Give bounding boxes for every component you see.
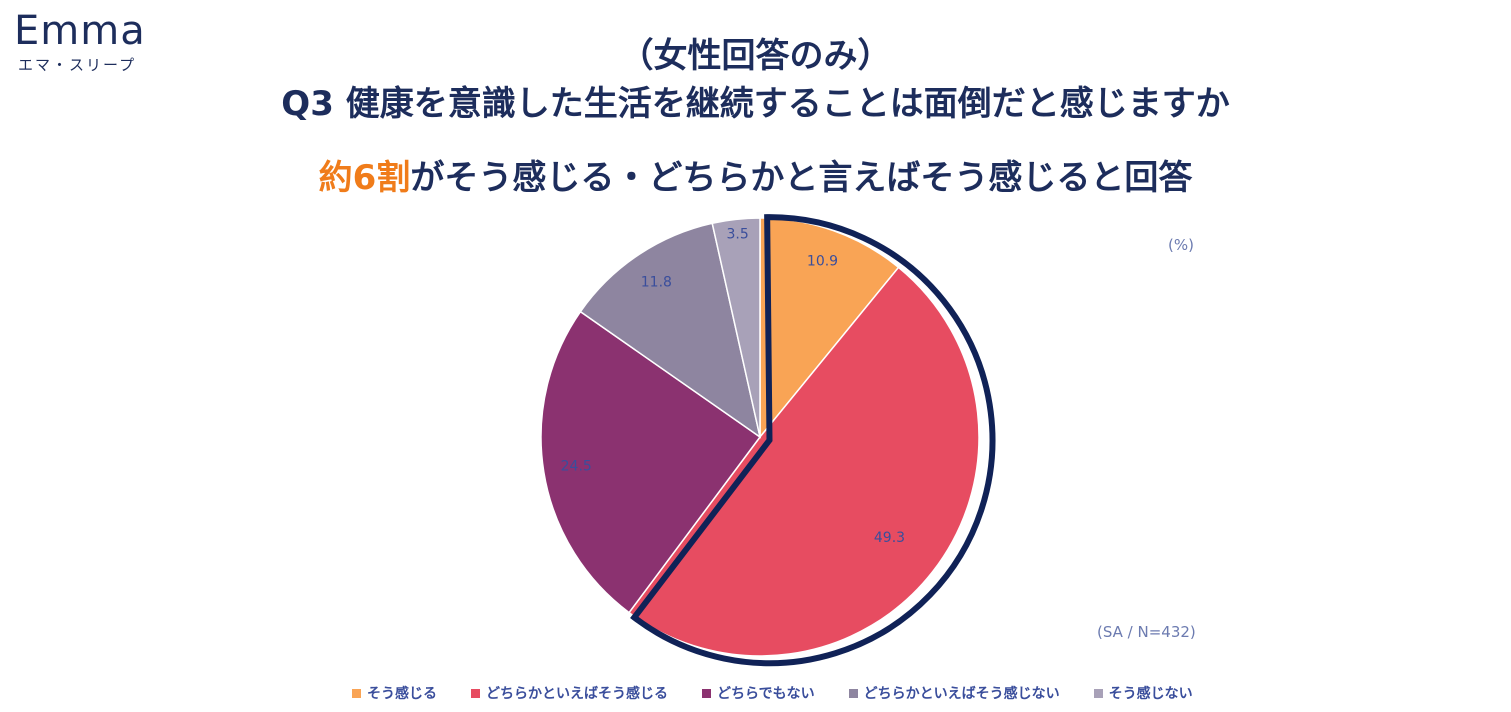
data-label-3: 24.5 (561, 459, 592, 475)
legend-item-5: そう感じない (1093, 683, 1193, 703)
data-label-4: 11.8 (641, 274, 672, 290)
legend-swatch (471, 688, 480, 698)
legend-label: どちらかといえばそう感じない (863, 686, 1060, 702)
headline-highlight: 約6割 (318, 158, 411, 198)
legend-item-2: どちらかといえばそう感じる (471, 683, 668, 703)
highlight-outline (630, 214, 996, 667)
legend-swatch (352, 688, 361, 698)
headline-text: がそう感じる・どちらかと言えばそう感じると回答 (410, 158, 1193, 198)
chart-title-line1: （女性回答のみ） (619, 36, 892, 76)
brand-logo-kana: エマ・スリープ (18, 56, 137, 74)
legend-label: そう感じる (367, 686, 437, 702)
pie-slice-2 (628, 266, 980, 657)
legend-swatch (1093, 688, 1103, 698)
pie-slice-5 (711, 217, 761, 438)
headline: 約6割がそう感じる・どちらかと言えばそう感じると回答 (0, 150, 1511, 199)
pie-slice-4 (579, 222, 762, 439)
legend-label: そう感じない (1108, 686, 1193, 702)
pie-slice-3 (540, 310, 762, 614)
legend-item-3: どちらでもない (702, 683, 815, 703)
legend-item-4: どちらかといえばそう感じない (848, 683, 1060, 703)
chart-legend: そう感じる どちらかといえばそう感じる どちらでもない どちらかといえばそう感じない そ… (352, 683, 1193, 703)
legend-swatch (848, 688, 858, 698)
legend-item-1: そう感じる (352, 683, 437, 703)
data-label-1: 10.9 (807, 254, 838, 270)
sample-size-label: (SA / N=432) (1097, 623, 1196, 641)
unit-label: (%) (1168, 236, 1194, 254)
data-label-5: 3.5 (727, 227, 749, 243)
chart-title-line2: Q3 健康を意識した生活を継続することは面倒だと感じますか (281, 84, 1230, 124)
data-label-2: 49.3 (874, 530, 905, 546)
legend-label: どちらかといえばそう感じる (486, 686, 668, 702)
legend-label: どちらでもない (717, 686, 815, 702)
legend-swatch (702, 688, 711, 698)
brand-logo: Emma (14, 8, 146, 54)
